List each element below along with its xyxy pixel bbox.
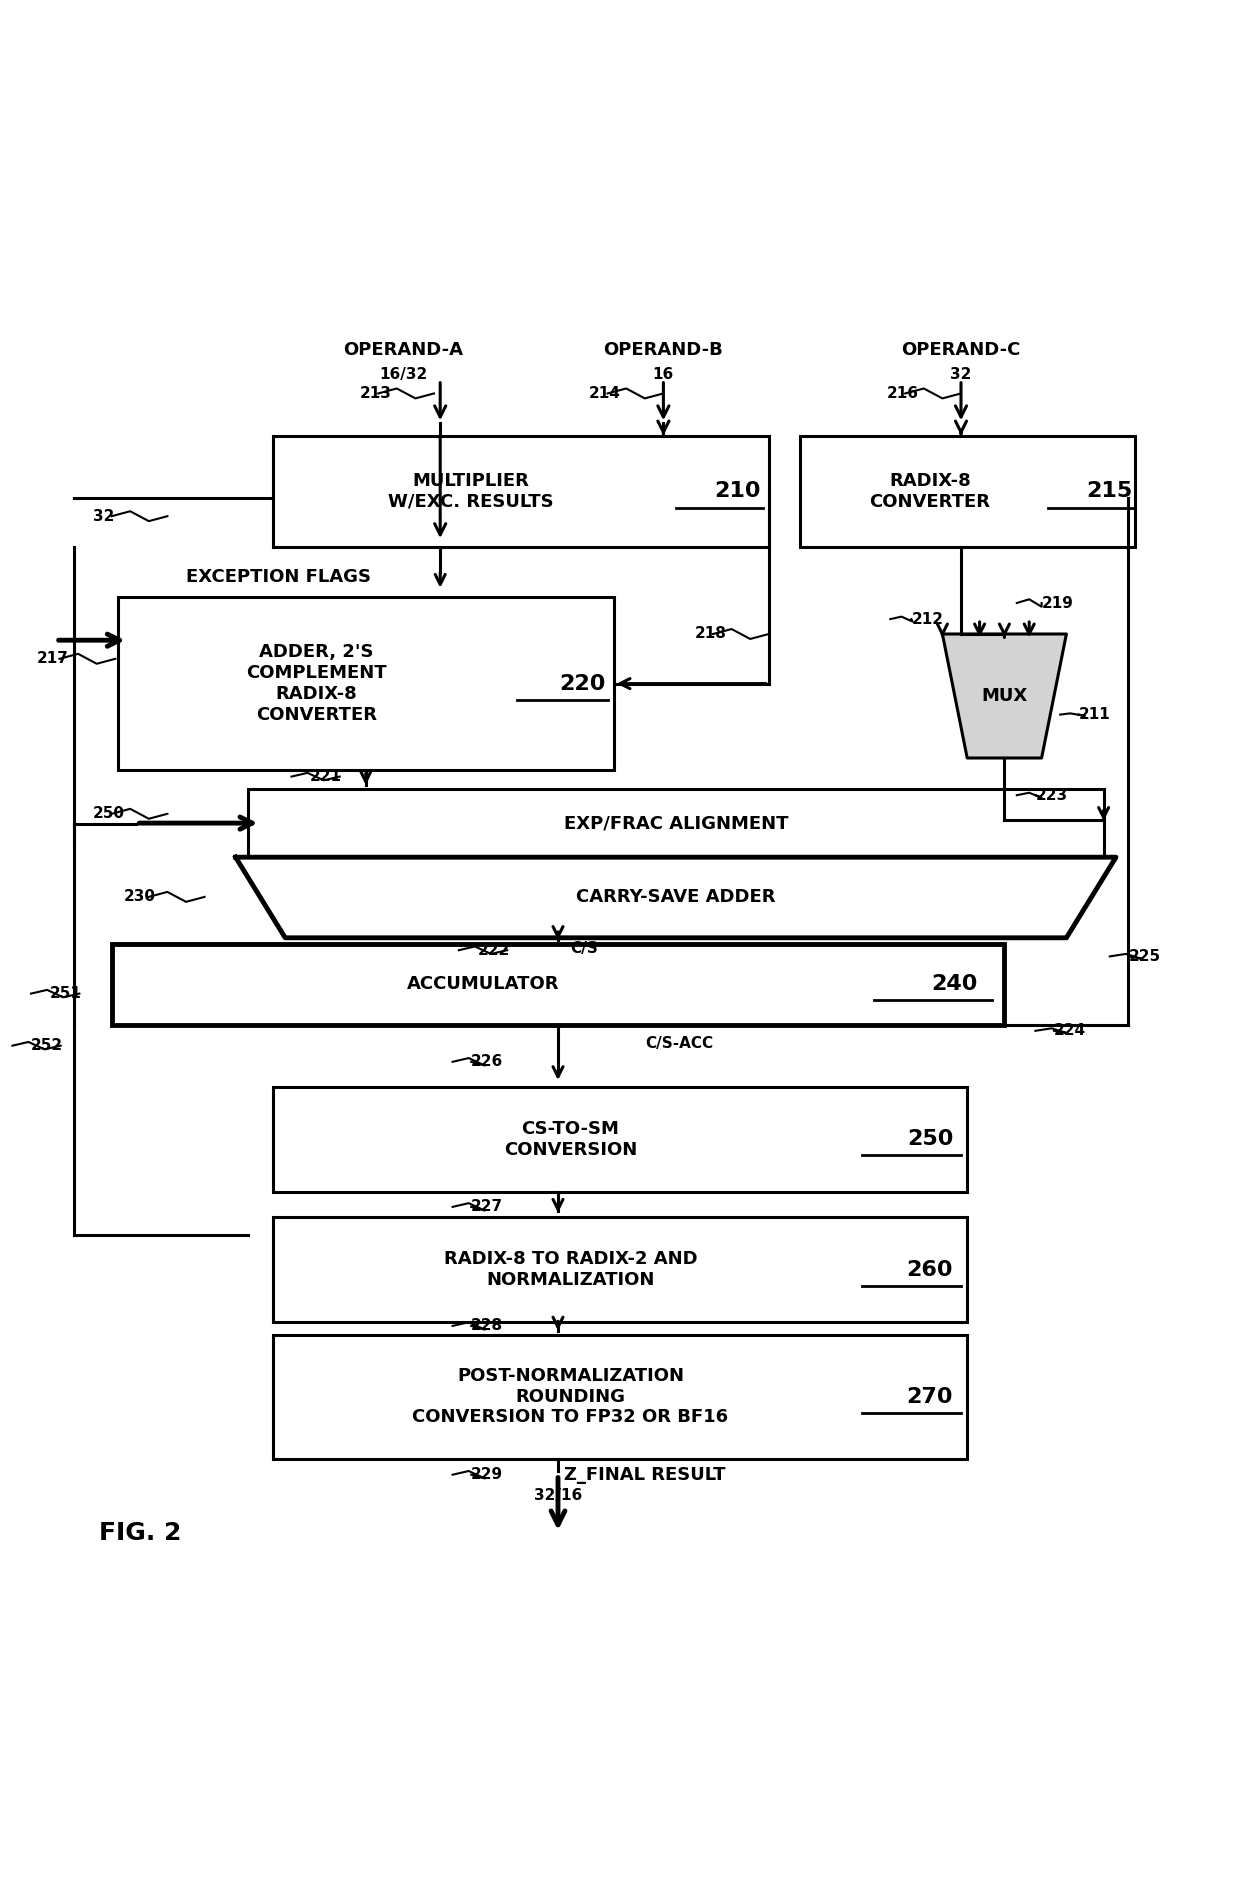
Text: 270: 270 [906, 1386, 954, 1407]
Text: 218: 218 [694, 627, 727, 642]
FancyBboxPatch shape [248, 789, 1104, 857]
Text: EXP/FRAC ALIGNMENT: EXP/FRAC ALIGNMENT [563, 814, 789, 833]
Text: 222: 222 [477, 942, 510, 957]
Text: OPERAND-A: OPERAND-A [343, 340, 463, 359]
Text: CARRY-SAVE ADDER: CARRY-SAVE ADDER [577, 889, 775, 906]
Text: C/S-ACC: C/S-ACC [645, 1037, 713, 1052]
Text: 250: 250 [906, 1129, 954, 1150]
Text: 32: 32 [950, 368, 972, 381]
Text: 32: 32 [93, 508, 114, 523]
Text: 229: 229 [471, 1467, 503, 1482]
Text: 32/16: 32/16 [534, 1488, 582, 1503]
Text: 224: 224 [1054, 1023, 1086, 1038]
Text: 223: 223 [1035, 787, 1068, 802]
Text: 228: 228 [471, 1318, 503, 1333]
Text: ADDER, 2'S
COMPLEMENT
RADIX-8
CONVERTER: ADDER, 2'S COMPLEMENT RADIX-8 CONVERTER [246, 644, 387, 723]
Text: 250: 250 [93, 806, 125, 821]
Text: RADIX-8
CONVERTER: RADIX-8 CONVERTER [869, 472, 991, 512]
Text: 215: 215 [1086, 481, 1133, 502]
Text: MULTIPLIER
W/EXC. RESULTS: MULTIPLIER W/EXC. RESULTS [388, 472, 554, 512]
Text: 220: 220 [559, 674, 606, 693]
FancyBboxPatch shape [112, 944, 1004, 1025]
Text: 225: 225 [1128, 950, 1161, 965]
FancyBboxPatch shape [273, 1216, 967, 1322]
Text: 16: 16 [652, 368, 675, 381]
FancyBboxPatch shape [273, 1087, 967, 1191]
Text: OPERAND-B: OPERAND-B [604, 340, 723, 359]
Text: 216: 216 [887, 385, 919, 400]
Text: CS-TO-SM
CONVERSION: CS-TO-SM CONVERSION [503, 1120, 637, 1159]
Text: 240: 240 [931, 974, 978, 995]
Text: 251: 251 [50, 986, 82, 1001]
Text: 252: 252 [31, 1038, 63, 1054]
Text: 219: 219 [1042, 595, 1074, 610]
FancyBboxPatch shape [273, 1335, 967, 1459]
Text: RADIX-8 TO RADIX-2 AND
NORMALIZATION: RADIX-8 TO RADIX-2 AND NORMALIZATION [444, 1250, 697, 1290]
Text: 211: 211 [1079, 708, 1111, 721]
Text: 226: 226 [471, 1054, 503, 1069]
Text: FIG. 2: FIG. 2 [99, 1522, 181, 1544]
FancyBboxPatch shape [118, 597, 614, 770]
Text: 260: 260 [906, 1259, 954, 1280]
Text: OPERAND-C: OPERAND-C [901, 340, 1021, 359]
Text: 221: 221 [310, 768, 342, 784]
Text: POST-NORMALIZATION
ROUNDING
CONVERSION TO FP32 OR BF16: POST-NORMALIZATION ROUNDING CONVERSION T… [413, 1367, 728, 1427]
Text: 230: 230 [124, 889, 156, 904]
Text: 213: 213 [360, 385, 392, 400]
Text: C/S: C/S [570, 942, 598, 957]
Text: 227: 227 [471, 1199, 503, 1214]
Text: MUX: MUX [981, 687, 1028, 704]
Polygon shape [236, 857, 1116, 938]
Text: ACCUMULATOR: ACCUMULATOR [408, 976, 559, 993]
FancyBboxPatch shape [800, 436, 1135, 548]
Polygon shape [942, 634, 1066, 757]
Text: 16/32: 16/32 [379, 368, 427, 381]
Text: 212: 212 [911, 612, 944, 627]
Text: 210: 210 [714, 481, 761, 502]
Text: Z_FINAL RESULT: Z_FINAL RESULT [564, 1465, 725, 1484]
Text: 217: 217 [37, 651, 69, 666]
Text: 214: 214 [589, 385, 621, 400]
FancyBboxPatch shape [273, 436, 769, 548]
Text: EXCEPTION FLAGS: EXCEPTION FLAGS [186, 568, 371, 585]
